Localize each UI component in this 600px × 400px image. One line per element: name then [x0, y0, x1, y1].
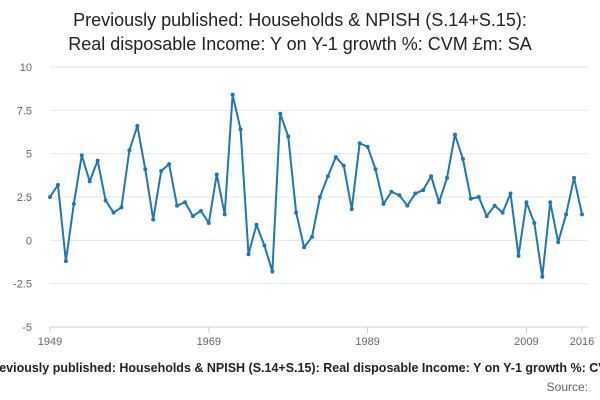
data-point [230, 92, 235, 97]
data-point [95, 158, 100, 163]
y-tick-label: 10 [20, 62, 32, 74]
data-point [182, 200, 187, 205]
data-point [119, 205, 124, 210]
data-point [159, 169, 164, 173]
data-point [63, 259, 68, 264]
data-point [222, 212, 227, 217]
data-point [580, 212, 584, 217]
data-point [476, 195, 481, 199]
data-point [532, 221, 537, 225]
gridlines [50, 66, 588, 328]
chart-title-line-1: Previously published: Households & NPISH… [73, 10, 527, 30]
data-point [278, 111, 283, 116]
data-point [572, 175, 577, 180]
data-point [167, 162, 172, 167]
axes: 10 7.5 5 2.5 0 -2.5 -5 1949 1969 1989 2009 2016 [13, 62, 594, 348]
data-point [262, 243, 267, 248]
data-point [556, 240, 561, 245]
data-point [421, 188, 426, 193]
data-point [413, 191, 418, 196]
data-point [468, 196, 473, 201]
chart-title: Previously published: Households & NPISH… [0, 8, 600, 56]
data-point [564, 212, 569, 217]
y-tick-label: 0 [26, 235, 32, 247]
data-point [214, 172, 219, 177]
data-point [389, 189, 394, 194]
data-point [55, 182, 60, 187]
data-point [500, 210, 505, 215]
data-point [445, 175, 450, 180]
data-point [381, 201, 386, 206]
data-point [103, 198, 108, 203]
data-point [143, 167, 148, 172]
y-tick-label: 2.5 [17, 192, 32, 204]
data-point [151, 217, 156, 222]
x-tick-label: 1989 [355, 336, 379, 348]
source-label: Source: [546, 380, 588, 394]
data-point [71, 201, 76, 206]
data-point [484, 214, 489, 219]
data-point [286, 134, 291, 139]
series-group [48, 92, 584, 279]
data-point [294, 210, 299, 215]
x-axis-label: Previously published: Households & NPISH… [0, 361, 600, 375]
data-point [302, 245, 307, 250]
data-point [87, 179, 92, 184]
data-point [111, 210, 116, 215]
data-point [246, 252, 251, 257]
data-point [373, 167, 378, 172]
data-point [254, 222, 259, 227]
data-point [405, 203, 410, 208]
x-tick-label: 1969 [197, 336, 221, 348]
x-axis-label-container: Previously published: Households & NPISH… [0, 361, 600, 379]
data-point [127, 148, 132, 153]
y-tick-label: 7.5 [17, 105, 32, 117]
x-tick-label: 1949 [38, 336, 62, 348]
data-point [429, 174, 434, 179]
data-point [548, 200, 553, 205]
data-point [325, 174, 330, 179]
data-point [540, 274, 545, 279]
x-tick-label: 2009 [514, 336, 538, 348]
data-point [365, 144, 370, 149]
chart-title-line-2: Real disposable Income: Y on Y-1 growth … [68, 34, 532, 54]
data-point [349, 207, 354, 212]
data-point [175, 203, 180, 208]
data-point [437, 200, 442, 205]
x-tick-label: 2016 [570, 336, 594, 348]
data-point [524, 200, 529, 205]
data-point [333, 155, 338, 160]
data-point [492, 203, 497, 208]
data-point [357, 141, 362, 146]
data-point [460, 156, 465, 161]
data-point [317, 195, 322, 199]
data-point [48, 195, 52, 199]
data-point [397, 193, 402, 198]
data-point [190, 214, 195, 219]
data-point [310, 234, 315, 239]
y-tick-label: 5 [26, 149, 32, 161]
y-tick-label: -2.5 [13, 279, 32, 291]
data-point [452, 132, 457, 137]
data-point [270, 269, 275, 274]
data-point [238, 127, 243, 132]
data-point [516, 253, 521, 258]
data-point [135, 123, 140, 128]
data-point [79, 153, 84, 158]
data-point [508, 191, 513, 196]
data-point [341, 163, 346, 168]
series-line [49, 93, 583, 278]
data-point [198, 208, 203, 213]
data-point [206, 221, 211, 225]
y-tick-label: -5 [22, 322, 32, 334]
